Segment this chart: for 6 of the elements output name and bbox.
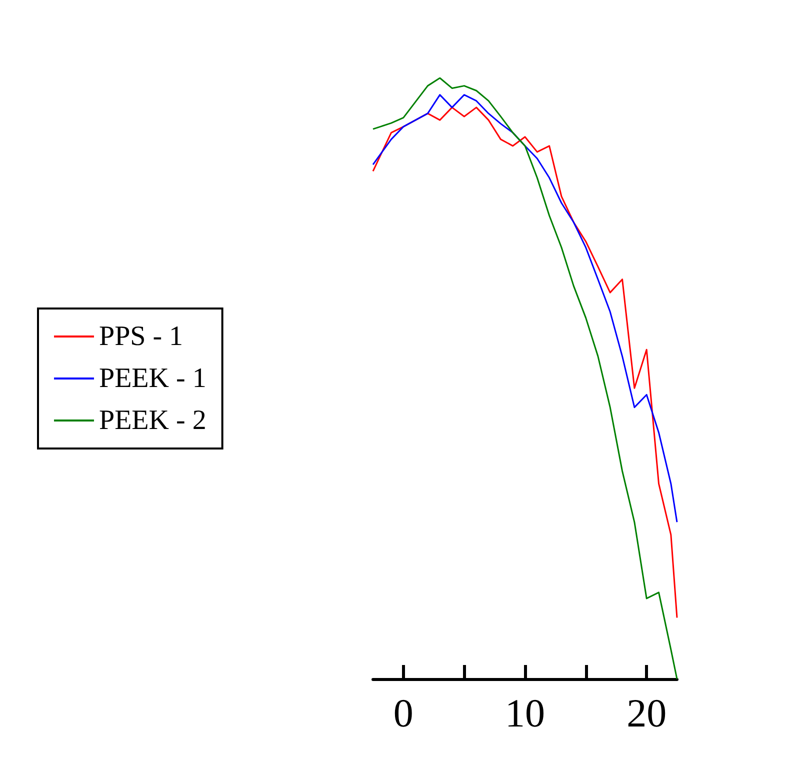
legend-label: PPS - 1 xyxy=(99,321,184,352)
x-tick-label: 0 xyxy=(393,690,414,736)
legend-label: PEEK - 1 xyxy=(99,363,206,394)
x-tick-label: 10 xyxy=(505,690,545,736)
x-tick-label: 20 xyxy=(626,690,667,736)
legend-label: PEEK - 2 xyxy=(99,405,206,436)
